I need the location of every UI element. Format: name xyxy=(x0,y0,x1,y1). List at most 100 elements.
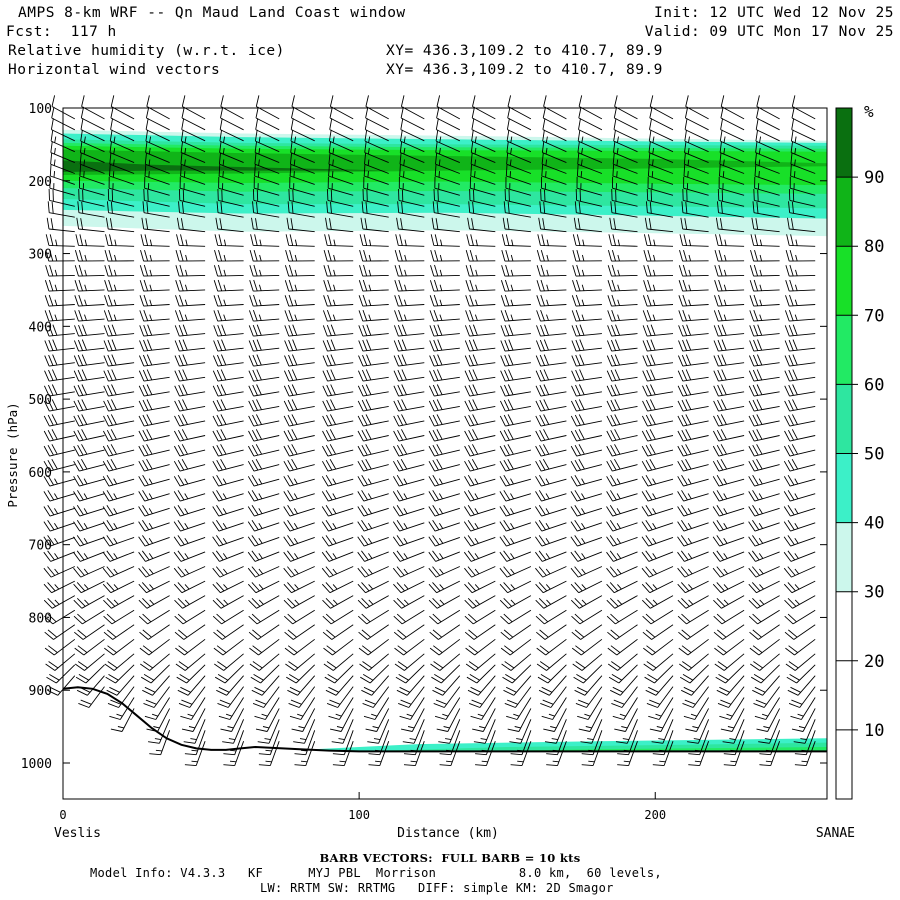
y-tick-label: 600 xyxy=(29,466,52,481)
wind-barb-6-19 xyxy=(248,354,280,367)
wind-barb-16-17 xyxy=(607,324,638,337)
wind-barb-10-14 xyxy=(394,279,425,292)
wind-barb-1-39 xyxy=(74,653,105,671)
wind-barb-17-17 xyxy=(642,324,674,337)
wind-barb-4-15 xyxy=(175,294,206,307)
wind-barb-8-19 xyxy=(322,354,354,367)
wind-barb-3-9 xyxy=(142,201,170,218)
wind-barb-12-1 xyxy=(471,106,496,131)
wind-barb-21-20 xyxy=(784,369,816,382)
wind-barb-5-11 xyxy=(214,234,244,247)
y-tick-label: 700 xyxy=(29,539,52,554)
wind-barb-17-40 xyxy=(644,664,674,684)
wind-barb-15-22 xyxy=(570,399,602,412)
wind-barb-6-46 xyxy=(258,730,280,756)
wind-barb-11-27 xyxy=(428,474,460,487)
wind-barb-11-3 xyxy=(435,129,460,153)
wind-barb-18-11 xyxy=(679,234,709,247)
wind-barb-7-47 xyxy=(294,741,316,767)
wind-barb-11-2 xyxy=(435,118,460,142)
wind-barb-0-20 xyxy=(44,369,75,382)
wind-barb-0-37 xyxy=(44,624,76,640)
wind-barb-6-35 xyxy=(248,595,280,609)
wind-barb-6-18 xyxy=(248,339,280,352)
wind-barb-12-24 xyxy=(464,429,496,442)
wind-barb-21-19 xyxy=(784,354,816,367)
wind-barb-13-35 xyxy=(499,595,532,609)
wind-barb-2-5 xyxy=(109,152,135,174)
wind-barb-13-33 xyxy=(499,566,532,578)
wind-barb-0-22 xyxy=(43,399,75,412)
wind-barb-3-18 xyxy=(139,339,170,352)
wind-barb-13-38 xyxy=(500,638,532,656)
wind-barb-11-0 xyxy=(436,95,461,120)
wind-barb-21-0 xyxy=(791,95,816,120)
wind-barb-18-14 xyxy=(678,279,709,292)
wind-barb-21-11 xyxy=(786,234,816,247)
wind-barb-19-41 xyxy=(716,675,745,696)
xy-range-wind: XY= 436.3,109.2 to 410.7, 89.9 xyxy=(386,62,663,78)
wind-barb-12-5 xyxy=(470,152,496,174)
wind-barb-18-26 xyxy=(677,458,709,472)
wind-barb-2-22 xyxy=(103,399,135,412)
wind-barb-0-39 xyxy=(45,653,76,671)
wind-barb-19-45 xyxy=(722,719,745,744)
wind-barb-5-23 xyxy=(212,414,244,427)
wind-barb-18-43 xyxy=(683,697,709,720)
wind-barb-12-13 xyxy=(465,264,496,277)
wind-barb-3-33 xyxy=(138,566,170,578)
wind-barb-4-38 xyxy=(175,638,206,656)
wind-barb-3-31 xyxy=(138,535,170,547)
wind-barb-1-26 xyxy=(73,458,105,472)
wind-barb-9-40 xyxy=(360,664,390,684)
wind-barb-18-22 xyxy=(677,399,709,412)
wind-barb-8-29 xyxy=(321,505,354,517)
wind-barb-18-13 xyxy=(678,264,709,277)
wind-barb-16-39 xyxy=(607,653,638,671)
wind-barb-6-17 xyxy=(248,324,280,337)
wind-barb-17-5 xyxy=(648,152,674,174)
wind-barb-21-37 xyxy=(784,624,816,640)
colorbar-segment xyxy=(836,591,852,661)
wind-barb-15-45 xyxy=(580,719,603,744)
wind-barb-10-4 xyxy=(399,141,425,164)
wind-barb-19-29 xyxy=(712,505,745,517)
wind-barb-11-14 xyxy=(429,279,460,292)
wind-barb-17-34 xyxy=(641,580,674,594)
wind-barb-11-35 xyxy=(428,595,461,609)
wind-barb-5-16 xyxy=(213,309,244,322)
wind-barb-21-4 xyxy=(790,141,816,164)
wind-barb-5-39 xyxy=(214,653,244,671)
wind-barb-20-15 xyxy=(749,294,780,307)
wind-barb-9-25 xyxy=(357,444,389,457)
wind-barb-20-24 xyxy=(748,429,780,442)
wind-barb-11-43 xyxy=(434,697,461,720)
wind-barb-7-12 xyxy=(285,249,315,262)
wind-barb-3-38 xyxy=(139,638,170,656)
wind-barb-15-1 xyxy=(578,106,603,131)
wind-barb-3-5 xyxy=(144,152,170,174)
wind-barb-20-4 xyxy=(755,141,780,164)
wind-barb-21-35 xyxy=(784,595,816,609)
wind-barb-3-45 xyxy=(148,719,171,744)
wind-barb-15-41 xyxy=(574,675,603,696)
wind-barb-1-30 xyxy=(73,520,105,532)
wind-barb-19-1 xyxy=(720,106,745,131)
wind-barb-10-20 xyxy=(393,369,425,382)
wind-barb-20-28 xyxy=(748,490,780,502)
wind-barb-5-19 xyxy=(212,354,244,367)
wind-barb-11-9 xyxy=(432,201,460,218)
x-axis-label: Distance (km) xyxy=(397,826,499,841)
wind-barb-9-29 xyxy=(357,505,389,517)
wind-barb-0-26 xyxy=(43,458,75,472)
wind-barb-19-12 xyxy=(714,249,745,262)
wind-barb-13-43 xyxy=(506,697,532,720)
wind-barb-3-20 xyxy=(138,369,170,382)
wind-barb-4-13 xyxy=(175,264,206,277)
wind-barb-17-35 xyxy=(641,595,674,609)
wind-barb-5-31 xyxy=(212,535,244,547)
wind-barb-15-16 xyxy=(571,309,602,322)
wind-barb-6-23 xyxy=(248,414,280,427)
wind-barb-20-38 xyxy=(749,638,780,656)
wind-barb-2-35 xyxy=(103,595,135,609)
